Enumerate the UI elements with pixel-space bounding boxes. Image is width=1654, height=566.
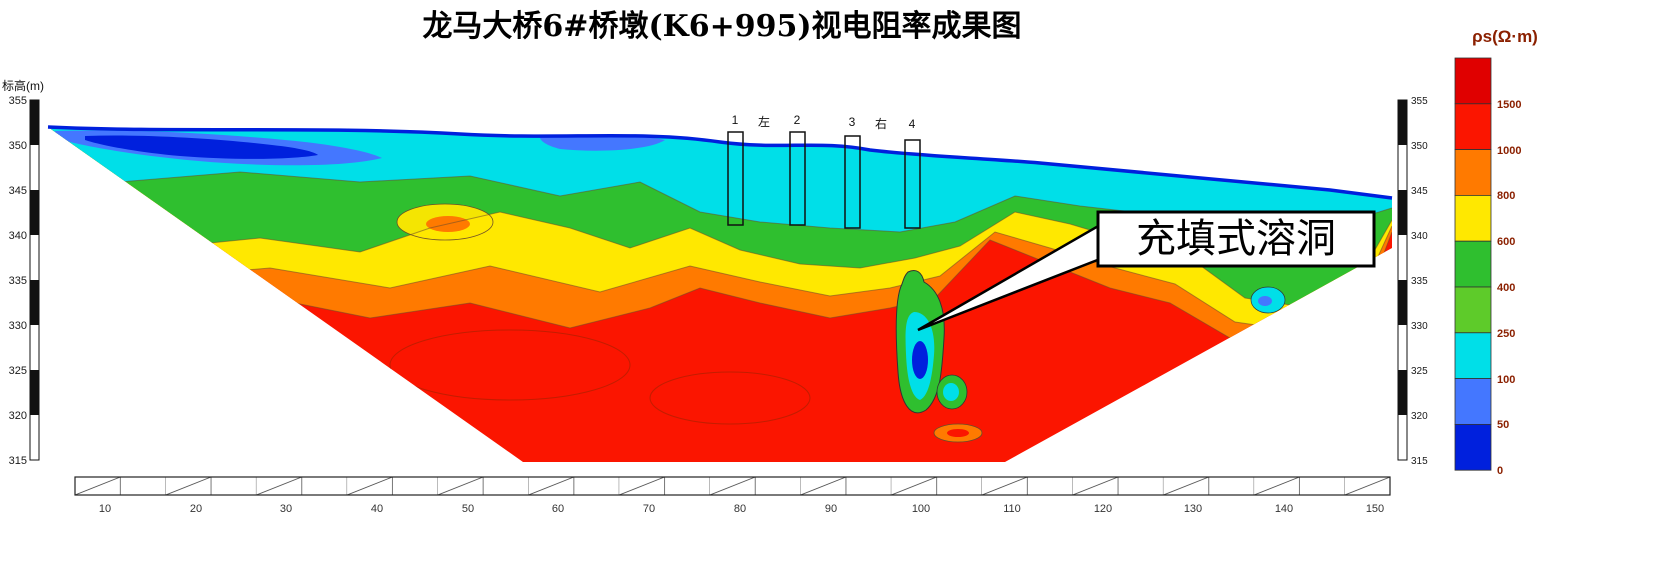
color-scale-swatch bbox=[1454, 423, 1492, 471]
pile-label: 3 bbox=[849, 115, 856, 129]
distance-tick: 90 bbox=[825, 503, 837, 515]
elevation-tick: 345 bbox=[9, 185, 27, 197]
color-scale-swatch bbox=[1454, 378, 1492, 425]
color-scale-title: ρs(Ω·m) bbox=[1472, 27, 1538, 46]
distance-ruler-bar bbox=[74, 476, 1391, 496]
pile-3 bbox=[844, 135, 861, 229]
color-scale-swatch bbox=[1454, 57, 1492, 105]
callout-box bbox=[1096, 210, 1376, 268]
color-scale-label: 1000 bbox=[1497, 145, 1521, 157]
distance-tick: 130 bbox=[1184, 503, 1202, 515]
elevation-tick: 330 bbox=[1411, 321, 1428, 332]
elevation-tick: 330 bbox=[9, 320, 27, 332]
distance-tick: 20 bbox=[190, 503, 202, 515]
pile-label: 1 bbox=[732, 113, 739, 127]
color-scale-label: 400 bbox=[1497, 282, 1515, 294]
color-scale-swatch bbox=[1454, 240, 1492, 288]
band-cyan bbox=[48, 127, 1392, 232]
elevation-tick: 335 bbox=[9, 275, 27, 287]
left-elevation-axis: 标高(m) 355 350 345 340 335 330 325 320 31… bbox=[2, 78, 44, 467]
pile-4 bbox=[904, 139, 921, 229]
karst-anomaly-blue-core bbox=[912, 341, 928, 379]
color-scale-swatch bbox=[1454, 332, 1492, 379]
right-staff-bar bbox=[1397, 99, 1408, 461]
elevation-tick: 320 bbox=[9, 410, 27, 422]
elevation-tick: 325 bbox=[9, 365, 27, 377]
color-scale-label: 800 bbox=[1497, 190, 1515, 202]
elevation-tick: 350 bbox=[1411, 141, 1428, 152]
elevation-tick: 340 bbox=[9, 230, 27, 242]
color-scale-label: 600 bbox=[1497, 236, 1515, 248]
callout-text: 充填式溶洞 bbox=[1136, 216, 1336, 262]
distance-tick: 100 bbox=[912, 503, 930, 515]
bottom-distance-axis: 10 20 30 40 50 60 70 80 90 100 110 120 1… bbox=[74, 476, 1391, 515]
color-scale-label: 0 bbox=[1497, 465, 1503, 477]
elevation-tick: 350 bbox=[9, 140, 27, 152]
pile-1 bbox=[727, 131, 744, 226]
karst-callout: 充填式溶洞 bbox=[917, 210, 1376, 332]
elevation-tick: 325 bbox=[1411, 366, 1428, 377]
distance-tick: 150 bbox=[1366, 503, 1384, 515]
surface-line bbox=[47, 125, 1393, 200]
distance-tick: 120 bbox=[1094, 503, 1112, 515]
right-pocket-blue bbox=[1258, 296, 1272, 306]
distance-tick: 140 bbox=[1275, 503, 1293, 515]
pile-group: 1 左 2 3 右 4 bbox=[727, 113, 921, 229]
color-scale-swatch bbox=[1454, 194, 1492, 242]
elevation-tick: 355 bbox=[1411, 96, 1428, 107]
contour-line-yellow-orange bbox=[48, 225, 1392, 333]
color-scale-label: 250 bbox=[1497, 328, 1515, 340]
color-scale-swatch bbox=[1454, 286, 1492, 334]
color-scale: ρs(Ω·m) 1500 1000 800 600 400 250 100 50… bbox=[1454, 27, 1538, 477]
pile-label: 4 bbox=[909, 117, 916, 131]
elevation-tick: 355 bbox=[9, 95, 27, 107]
pile-2 bbox=[789, 131, 806, 226]
contour-line-green-yellow bbox=[48, 211, 1392, 309]
distance-tick: 10 bbox=[99, 503, 111, 515]
contour-loop-1 bbox=[389, 329, 631, 401]
elevation-axis-label: 标高(m) bbox=[2, 78, 44, 93]
distance-tick: 110 bbox=[1003, 503, 1021, 515]
karst-anomaly-lobe-cyan bbox=[943, 383, 959, 401]
elevation-tick: 345 bbox=[1411, 186, 1428, 197]
contour-loop-2 bbox=[649, 371, 811, 425]
distance-tick: 50 bbox=[462, 503, 474, 515]
contour-line-orange-red bbox=[48, 231, 1392, 353]
right-elevation-axis: 355 350 345 340 335 330 325 320 315 bbox=[1397, 96, 1428, 467]
color-scale-swatch bbox=[1454, 103, 1492, 151]
color-scale-label: 1500 bbox=[1497, 99, 1521, 111]
distance-tick: 60 bbox=[552, 503, 564, 515]
left-staff-bar bbox=[29, 99, 40, 461]
color-scale-label: 100 bbox=[1497, 374, 1515, 386]
elevation-tick: 320 bbox=[1411, 411, 1428, 422]
blob-blue-left-core bbox=[85, 135, 318, 159]
elevation-tick: 335 bbox=[1411, 276, 1428, 287]
pile-group-label-left: 左 bbox=[758, 114, 770, 129]
distance-tick: 30 bbox=[280, 503, 292, 515]
distance-tick: 70 bbox=[643, 503, 655, 515]
elevation-tick: 340 bbox=[1411, 231, 1428, 242]
distance-tick: 80 bbox=[734, 503, 746, 515]
elevation-tick: 315 bbox=[1411, 456, 1428, 467]
island-orange-core bbox=[947, 429, 969, 437]
figure-title: 龙马大桥6#桥墩(K6+995)视电阻率成果图 bbox=[422, 9, 1021, 44]
color-scale-swatch bbox=[1454, 149, 1492, 196]
pile-group-label-right: 右 bbox=[875, 116, 887, 131]
color-scale-label: 50 bbox=[1497, 419, 1509, 431]
pile-label: 2 bbox=[794, 113, 801, 127]
elevation-tick: 315 bbox=[9, 455, 27, 467]
distance-tick: 40 bbox=[371, 503, 383, 515]
